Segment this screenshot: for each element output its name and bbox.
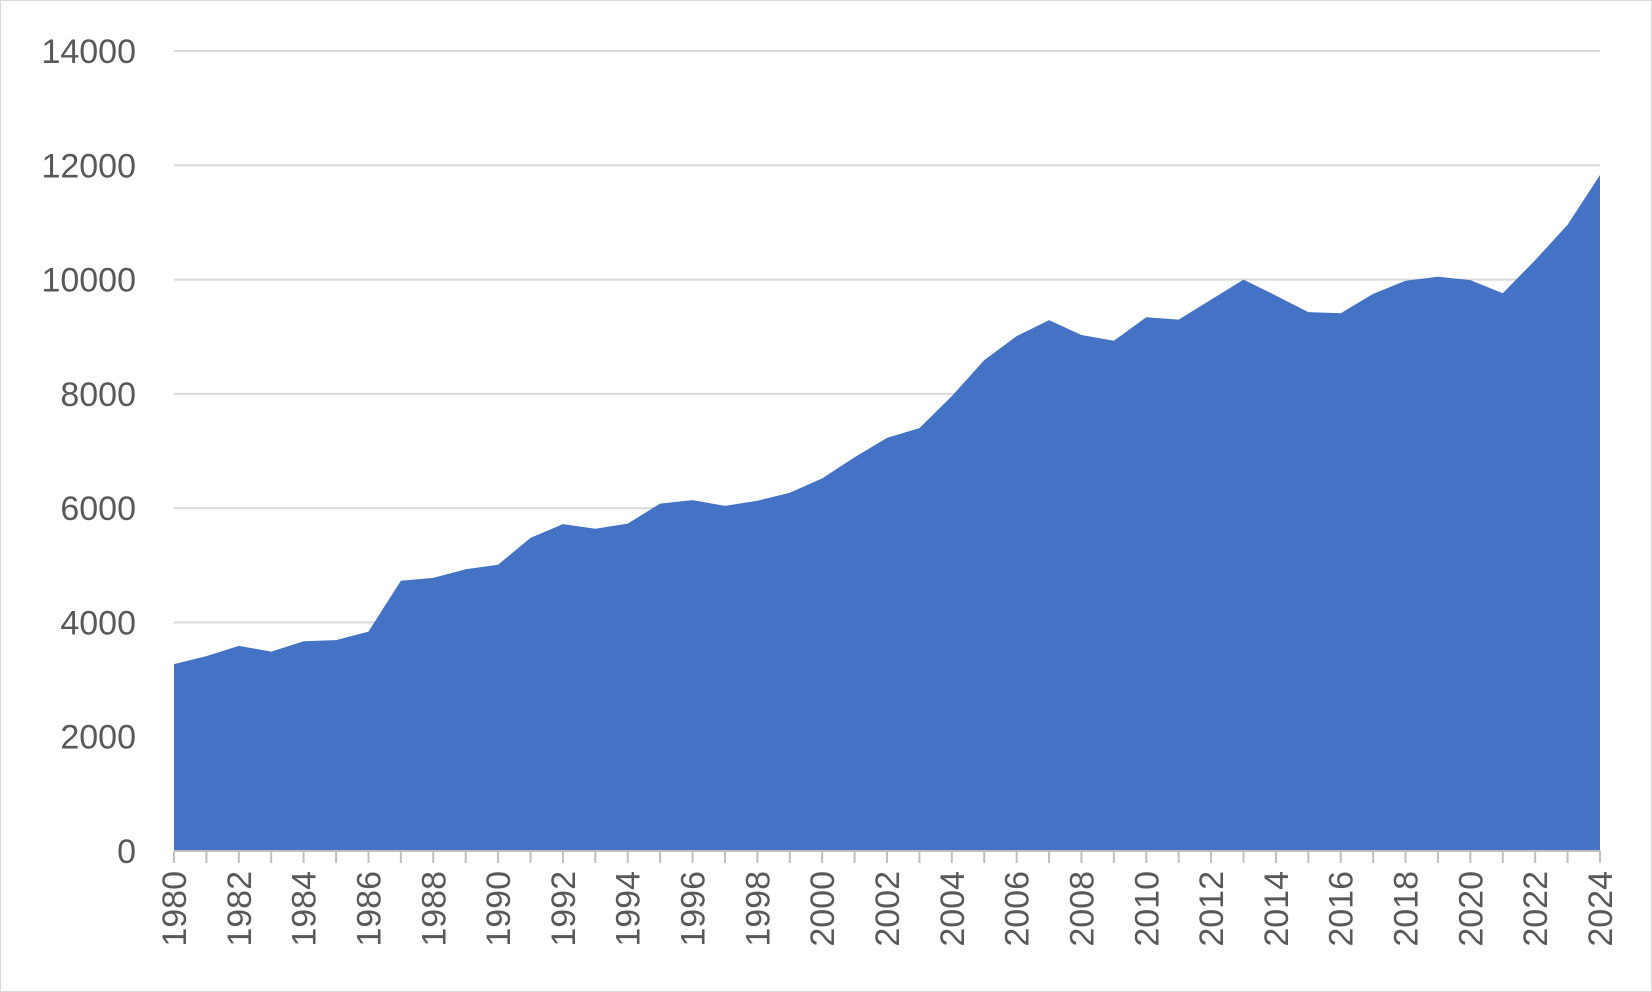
y-tick-label: 0 (117, 833, 136, 871)
x-tick-label: 1998 (739, 871, 777, 947)
x-tick-label: 1988 (415, 871, 453, 947)
x-tick-label: 2000 (804, 871, 842, 947)
x-tick-label: 1994 (610, 871, 648, 947)
x-tick-label: 2006 (999, 871, 1037, 947)
x-tick-label: 1992 (545, 871, 583, 947)
x-tick-label: 2024 (1582, 871, 1620, 947)
x-tick-label: 2022 (1517, 871, 1555, 947)
x-tick-label: 1982 (221, 871, 259, 947)
x-tick-label: 2018 (1388, 871, 1426, 947)
y-tick-label: 10000 (41, 262, 136, 300)
x-tick-label: 2014 (1258, 871, 1296, 947)
x-tick-label: 1996 (675, 871, 713, 947)
y-tick-label: 6000 (60, 490, 136, 528)
x-tick-label: 1980 (156, 871, 194, 947)
x-tick-label: 2008 (1063, 871, 1101, 947)
x-tick-label: 2010 (1128, 871, 1166, 947)
area-series-fill (174, 175, 1600, 851)
y-axis-tick-labels: 0 2000 4000 6000 8000 10000 12000 14000 (41, 33, 136, 871)
x-tick-label: 1984 (286, 871, 324, 947)
x-tick-label: 2004 (934, 871, 972, 947)
y-tick-label: 8000 (60, 376, 136, 414)
x-axis-tick-labels: 1980 1982 1984 1986 1988 1990 1992 1994 1996 1998… (156, 871, 1620, 947)
x-tick-label: 1986 (350, 871, 388, 947)
y-tick-label: 2000 (60, 719, 136, 757)
y-tick-label: 4000 (60, 604, 136, 642)
x-tick-label: 1990 (480, 871, 518, 947)
x-tick-label: 2016 (1323, 871, 1361, 947)
y-tick-label: 12000 (41, 147, 136, 185)
x-tick-label: 2020 (1452, 871, 1490, 947)
area-series (174, 175, 1600, 851)
x-tick-label: 2002 (869, 871, 907, 947)
x-axis (173, 850, 1601, 863)
x-tick-label: 2012 (1193, 871, 1231, 947)
y-tick-label: 14000 (41, 33, 136, 71)
